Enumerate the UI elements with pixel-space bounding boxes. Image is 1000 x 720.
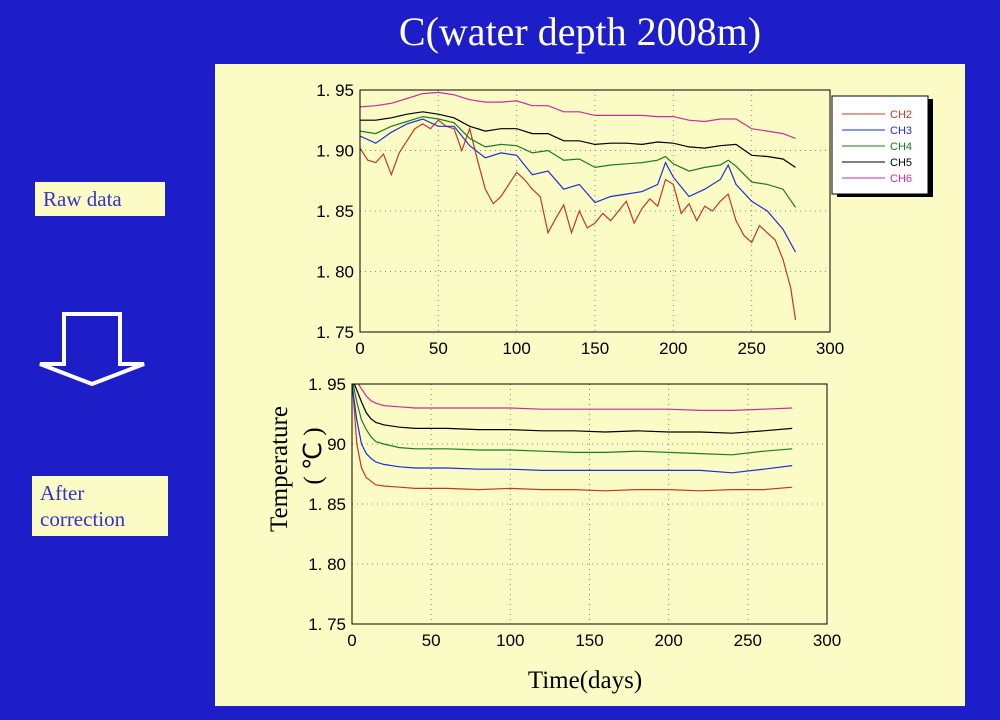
y-axis-title-line1: Temperature (266, 406, 293, 532)
raw-series-ch3 (360, 118, 797, 253)
corrected-y-tick-label: 1. 80 (308, 555, 346, 574)
slide-title: C(water depth 2008m) (398, 9, 762, 54)
chart-panel: 1. 95 1. 90 1. 85 1. 80 1. 75 0 50 100 150 200 250… (215, 64, 965, 706)
legend-label-ch3: CH3 (890, 125, 912, 137)
corrected-y-tick-label: 1. 95 (308, 375, 346, 394)
corrected-series-ch4 (352, 384, 793, 456)
corrected-x-tick-label: 100 (496, 631, 524, 650)
corrected-y-tick-label: . 90 (318, 435, 346, 454)
down-arrow-icon (39, 312, 145, 386)
raw-series-ch4 (360, 115, 796, 208)
corrected-x-tick-label: 200 (654, 631, 682, 650)
corrected-x-tick-label: 0 (347, 631, 356, 650)
after-correction-label-line1: After (40, 481, 85, 505)
legend: CH2 CH3 CH4 CH5 CH6 (831, 95, 933, 197)
corrected-series-ch5 (353, 384, 793, 434)
temperature-charts: 1. 951. 901. 851. 801. 750 50 100 150 200 250… (266, 81, 933, 694)
raw-data-chart: 1. 95 1. 90 1. 85 1. 80 1. 750 50 100 150 200 250… (316, 81, 844, 358)
corrected-series-ch3 (352, 384, 793, 474)
raw-x-tick-label: 150 (581, 339, 609, 358)
raw-y-tick-label: 1. 95 (316, 81, 354, 100)
raw-series-ch2 (360, 119, 797, 320)
legend-box (831, 95, 929, 195)
raw-y-tick-label: 1. 80 (316, 263, 354, 282)
raw-series-ch6 (360, 91, 796, 139)
corrected-y-tick-label: 1. 85 (308, 495, 346, 514)
corrected-x-tick-label: 250 (734, 631, 762, 650)
legend-label-ch2: CH2 (890, 109, 912, 121)
corrected-plot-frame (351, 383, 828, 625)
raw-plot-frame (359, 89, 831, 333)
raw-y-tick-label: 1. 75 (316, 323, 354, 342)
corrected-series-ch2 (352, 384, 793, 492)
corrected-x-tick-label: 50 (422, 631, 441, 650)
after-correction-label-line2: correction (40, 507, 126, 531)
raw-x-tick-label: 250 (737, 339, 765, 358)
raw-y-tick-label: 1. 90 (316, 142, 354, 161)
legend-label-ch5: CH5 (890, 157, 912, 169)
corrected-x-tick-label: 150 (575, 631, 603, 650)
raw-x-tick-label: 300 (816, 339, 844, 358)
raw-x-tick-label: 200 (659, 339, 687, 358)
corrected-x-tick-label: 300 (813, 631, 841, 650)
raw-x-tick-label: 100 (502, 339, 530, 358)
corrected-series-ch6 (357, 384, 793, 411)
legend-label-ch4: CH4 (890, 141, 912, 153)
after-correction-label: After correction (32, 476, 168, 536)
raw-x-tick-label: 50 (429, 339, 448, 358)
corrected-data-chart: . 90 1. 85 1. 80 1. 750 50 100 150 200 250 300 1. … (308, 375, 841, 650)
x-axis-title: Time(days) (528, 667, 642, 694)
legend-label-ch6: CH6 (890, 173, 912, 185)
corrected-y-tick-label: 1. 75 (308, 615, 346, 634)
raw-series-ch5 (360, 111, 796, 168)
raw-x-tick-label: 0 (355, 339, 364, 358)
y-axis-title-line2: ( ℃ ) (300, 427, 327, 484)
raw-y-tick-label: 1. 85 (316, 202, 354, 221)
raw-data-label: Raw data (35, 182, 165, 216)
